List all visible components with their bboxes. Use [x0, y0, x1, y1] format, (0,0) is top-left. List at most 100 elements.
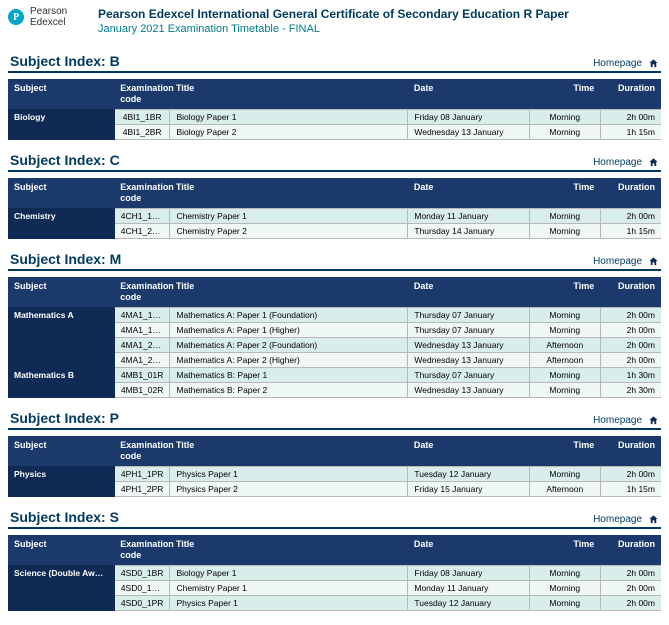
homepage-link[interactable]: Homepage — [593, 256, 659, 267]
col-code: Examination code — [114, 535, 170, 566]
col-date: Date — [408, 178, 529, 209]
logo-text: Pearson Edexcel — [30, 6, 67, 28]
code-cell: 4MB1_01R — [114, 368, 170, 383]
col-duration: Duration — [600, 436, 661, 467]
section-title: Subject Index: M — [10, 251, 121, 267]
col-code: Examination code — [114, 79, 170, 110]
duration-cell: 2h 00m — [600, 209, 661, 224]
date-cell: Monday 11 January — [408, 581, 529, 596]
section: Subject Index: M Homepage SubjectExaminati… — [8, 251, 661, 398]
code-cell: 4PH1_1PR — [114, 467, 170, 482]
subject-cell: Physics — [8, 467, 114, 497]
table-row: Physics4PH1_1PRPhysics Paper 1Tuesday 12… — [8, 467, 661, 482]
col-date: Date — [408, 277, 529, 308]
subject-cell: Mathematics B — [8, 368, 114, 398]
duration-cell: 2h 30m — [600, 383, 661, 398]
duration-cell: 1h 15m — [600, 125, 661, 140]
duration-cell: 2h 00m — [600, 467, 661, 482]
doc-title: Pearson Edexcel International General Ce… — [98, 6, 661, 23]
title-cell: Biology Paper 1 — [170, 566, 408, 581]
date-cell: Tuesday 12 January — [408, 467, 529, 482]
code-cell: 4SD0_1CR — [114, 581, 170, 596]
home-icon — [648, 256, 659, 267]
date-cell: Friday 15 January — [408, 482, 529, 497]
duration-cell: 2h 00m — [600, 596, 661, 611]
duration-cell: 2h 00m — [600, 353, 661, 368]
code-cell: 4MA1_2FR — [114, 338, 170, 353]
title-cell: Mathematics A: Paper 1 (Foundation) — [170, 308, 408, 323]
col-subject: Subject — [8, 436, 114, 467]
home-icon — [648, 514, 659, 525]
header: Pearson Edexcel Pearson Edexcel Internat… — [8, 6, 661, 41]
section-title: Subject Index: P — [10, 410, 119, 426]
duration-cell: 1h 15m — [600, 482, 661, 497]
time-cell: Morning — [529, 566, 600, 581]
code-cell: 4CH1_1CR — [114, 209, 170, 224]
table-row: Biology4BI1_1BRBiology Paper 1Friday 08 … — [8, 110, 661, 125]
homepage-label: Homepage — [593, 157, 642, 168]
subject-cell: Science (Double Award) — [8, 566, 114, 611]
brand-bottom: Edexcel — [30, 17, 66, 28]
col-code: Examination code — [114, 436, 170, 467]
time-cell: Morning — [529, 368, 600, 383]
title-cell: Chemistry Paper 1 — [170, 209, 408, 224]
code-cell: 4SD0_1BR — [114, 566, 170, 581]
exam-table: SubjectExamination codeTitleDateTimeDura… — [8, 436, 661, 497]
section: Subject Index: CHomepageSubjectExaminati… — [8, 152, 661, 239]
code-cell: 4BI1_1BR — [114, 110, 170, 125]
section-head: Subject Index: B Homepage — [8, 53, 661, 73]
title-cell: Mathematics B: Paper 1 — [170, 368, 408, 383]
date-cell: Tuesday 12 January — [408, 596, 529, 611]
duration-cell: 2h 00m — [600, 566, 661, 581]
col-subject: Subject — [8, 178, 114, 209]
col-title: Title — [170, 436, 408, 467]
section-title: Subject Index: S — [10, 509, 119, 525]
home-icon — [648, 58, 659, 69]
col-duration: Duration — [600, 79, 661, 110]
time-cell: Morning — [529, 209, 600, 224]
subject-cell: Chemistry — [8, 209, 114, 239]
homepage-label: Homepage — [593, 256, 642, 267]
date-cell: Thursday 07 January — [408, 323, 529, 338]
date-cell: Friday 08 January — [408, 566, 529, 581]
date-cell: Thursday 14 January — [408, 224, 529, 239]
homepage-link[interactable]: Homepage — [593, 514, 659, 525]
col-subject: Subject — [8, 79, 114, 110]
exam-table: SubjectExamination codeTitleDateTimeDura… — [8, 277, 661, 398]
section: Subject Index: P Homepage SubjectExaminati… — [8, 410, 661, 497]
col-duration: Duration — [600, 277, 661, 308]
title-cell: Mathematics B: Paper 2 — [170, 383, 408, 398]
section: Subject Index: S Homepage SubjectExaminati… — [8, 509, 661, 611]
home-icon — [648, 415, 659, 426]
col-time: Time — [529, 436, 600, 467]
homepage-link[interactable]: Homepage — [593, 157, 659, 168]
code-cell: 4MB1_02R — [114, 383, 170, 398]
section: Subject Index: B Homepage SubjectExaminati… — [8, 53, 661, 140]
table-row: Mathematics A4MA1_1FRMathematics A: Pape… — [8, 308, 661, 323]
date-cell: Wednesday 13 January — [408, 125, 529, 140]
col-subject: Subject — [8, 535, 114, 566]
pearson-mark-icon — [8, 9, 24, 25]
title-cell: Biology Paper 2 — [170, 125, 408, 140]
col-time: Time — [529, 277, 600, 308]
date-cell: Thursday 07 January — [408, 308, 529, 323]
title-cell: Mathematics A: Paper 2 (Higher) — [170, 353, 408, 368]
time-cell: Afternoon — [529, 353, 600, 368]
time-cell: Morning — [529, 596, 600, 611]
date-cell: Wednesday 13 January — [408, 353, 529, 368]
time-cell: Morning — [529, 110, 600, 125]
col-code: Examination code — [114, 277, 170, 308]
section-title: Subject Index: B — [10, 53, 120, 69]
homepage-link[interactable]: Homepage — [593, 415, 659, 426]
duration-cell: 1h 15m — [600, 224, 661, 239]
doc-subtitle: January 2021 Examination Timetable - FIN… — [98, 23, 661, 39]
homepage-link[interactable]: Homepage — [593, 58, 659, 69]
col-date: Date — [408, 79, 529, 110]
section-head: Subject Index: S Homepage — [8, 509, 661, 529]
col-duration: Duration — [600, 178, 661, 209]
table-row: Chemistry4CH1_1CRChemistry Paper 1Monday… — [8, 209, 661, 224]
title-cell: Mathematics A: Paper 1 (Higher) — [170, 323, 408, 338]
time-cell: Afternoon — [529, 482, 600, 497]
time-cell: Morning — [529, 323, 600, 338]
duration-cell: 2h 00m — [600, 110, 661, 125]
